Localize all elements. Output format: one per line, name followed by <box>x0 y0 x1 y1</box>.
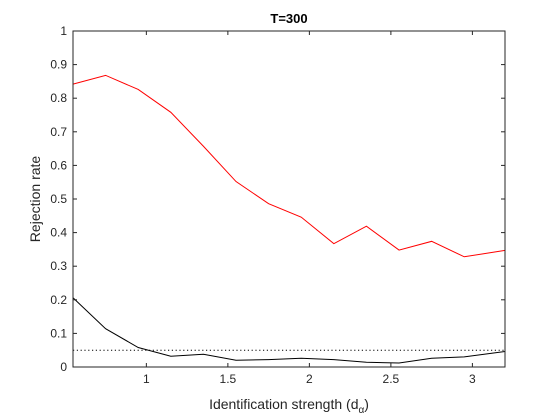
x-axis-label-main: Identification strength (d <box>209 396 358 412</box>
series-layer <box>72 74 506 364</box>
y-tick-label-9: 0.9 <box>50 58 67 72</box>
x-axis-label-subscript: α <box>358 405 364 416</box>
series-line-0 <box>72 74 506 258</box>
y-tick-label-7: 0.7 <box>50 125 67 139</box>
x-tick-label-0: 1 <box>143 372 150 386</box>
y-tick-label-2: 0.2 <box>50 293 67 307</box>
y-tick-label-3: 0.3 <box>50 259 67 273</box>
axes-box <box>72 30 506 368</box>
y-tick-label-4: 0.4 <box>50 226 67 240</box>
x-axis-label-close: ) <box>364 396 369 412</box>
x-tick-label-4: 3 <box>469 372 476 386</box>
chart-title: T=300 <box>270 11 307 26</box>
x-tick-label-2: 2 <box>306 372 313 386</box>
y-tick-label-6: 0.6 <box>50 158 67 172</box>
y-tick-label-8: 0.8 <box>50 91 67 105</box>
y-tick-label-1: 0.1 <box>50 326 67 340</box>
plot-area <box>73 31 505 367</box>
y-tick-label-5: 0.5 <box>50 192 67 206</box>
y-tick-label-10: 1 <box>60 24 67 38</box>
series-line-1 <box>72 297 506 364</box>
x-tick-label-1: 1.5 <box>220 372 237 386</box>
y-tick-label-0: 0 <box>60 360 67 374</box>
x-axis-label: Identification strength (dα) <box>209 396 369 416</box>
y-axis-label: Rejection rate <box>27 156 43 243</box>
x-tick-label-3: 2.5 <box>383 372 400 386</box>
tick-layer: 1 1.5 2 2.5 3 0 0.1 0.2 0.3 0.4 0.5 0.6 0.7 0.8 0.9 1 <box>50 24 505 386</box>
